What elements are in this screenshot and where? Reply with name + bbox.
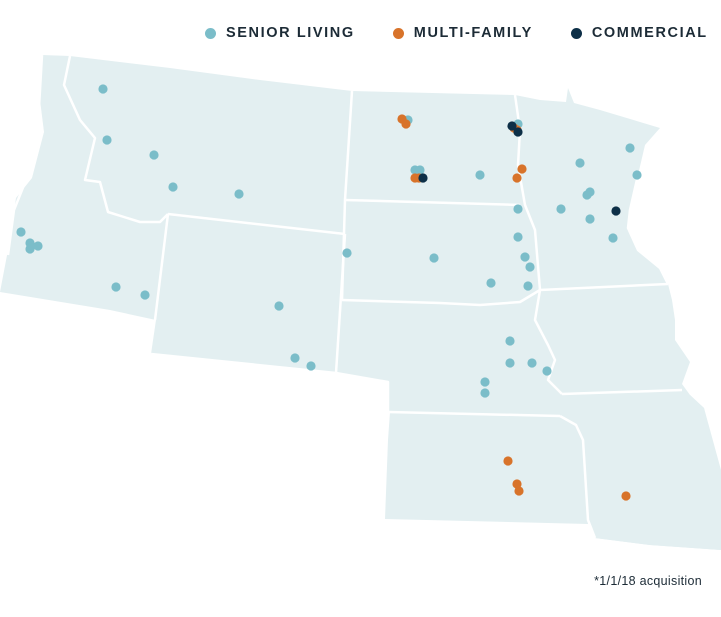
- multi-family-marker: [512, 173, 522, 183]
- kansas-missouri-border: [559, 414, 597, 539]
- multi-family-marker: [517, 164, 527, 174]
- senior-living-marker: [475, 170, 485, 180]
- senior-living-marker: [505, 336, 515, 346]
- senior-living-marker: [415, 165, 425, 175]
- commercial-dot-icon: [570, 27, 582, 39]
- senior-living-marker: [480, 377, 490, 387]
- colorado-nebraska-border: [335, 371, 390, 412]
- state-borders: [6, 54, 683, 539]
- legend-label-senior-living: SENIOR LIVING: [226, 25, 355, 41]
- multi-family-marker: [401, 119, 411, 129]
- senior-living-marker: [274, 301, 284, 311]
- senior-living-marker: [582, 190, 592, 200]
- multi-family-marker: [514, 486, 524, 496]
- senior-living-marker: [513, 204, 523, 214]
- sd-nebraska-border: [341, 288, 541, 307]
- minnesota-iowa-border: [539, 282, 669, 292]
- legend-item-multi-family: MULTI-FAMILY: [392, 25, 533, 41]
- land-region-kansas-missouri: [336, 300, 721, 550]
- senior-living-marker: [16, 227, 26, 237]
- idaho-wyoming-border: [153, 213, 170, 321]
- commercial-marker: [611, 206, 621, 216]
- nebraska-kansas-border: [387, 410, 561, 418]
- senior-living-marker: [523, 281, 533, 291]
- minnesota-wisconsin-border: [626, 174, 670, 285]
- senior-living-marker: [525, 262, 535, 272]
- senior-living-marker: [168, 182, 178, 192]
- nebraska-iowa-border: [533, 289, 563, 395]
- map-legend: SENIOR LIVING MULTI-FAMILY COMMERCIAL: [205, 22, 715, 44]
- senior-living-marker: [140, 290, 150, 300]
- senior-living-marker: [290, 353, 300, 363]
- senior-living-marker: [575, 158, 585, 168]
- senior-living-marker: [585, 214, 595, 224]
- idaho-montana-border: [62, 55, 169, 224]
- multi-family-marker: [621, 491, 631, 501]
- senior-living-marker: [149, 150, 159, 160]
- senior-living-marker: [480, 388, 490, 398]
- senior-living-marker: [429, 253, 439, 263]
- senior-living-marker: [513, 232, 523, 242]
- senior-living-marker: [234, 189, 244, 199]
- senior-living-marker: [111, 282, 121, 292]
- senior-living-marker: [306, 361, 316, 371]
- wyoming-east-border: [334, 233, 347, 374]
- senior-living-marker: [527, 358, 537, 368]
- senior-living-marker: [542, 366, 552, 376]
- acquisition-footnote: *1/1/18 acquisition: [594, 574, 702, 588]
- location-markers: [16, 84, 642, 501]
- senior-living-marker: [342, 248, 352, 258]
- senior-living-marker: [25, 244, 35, 254]
- senior-living-marker: [520, 252, 530, 262]
- senior-living-marker: [486, 278, 496, 288]
- legend-item-commercial: COMMERCIAL: [570, 25, 708, 41]
- senior-living-marker: [98, 84, 108, 94]
- commercial-marker: [513, 127, 523, 137]
- idaho-oregon-border: [6, 54, 44, 256]
- senior-living-marker: [556, 204, 566, 214]
- senior-living-marker: [608, 233, 618, 243]
- legend-item-senior-living: SENIOR LIVING: [205, 25, 355, 41]
- multi-family-dot-icon: [392, 27, 404, 39]
- senior-living-dot-icon: [205, 27, 216, 39]
- wyoming-south-border: [150, 352, 337, 375]
- legend-label-commercial: COMMERCIAL: [591, 25, 708, 41]
- legend-label-multi-family: MULTI-FAMILY: [413, 25, 533, 41]
- senior-living-marker: [632, 170, 642, 180]
- montana-wyoming-border: [167, 212, 346, 236]
- nd-sd-border: [344, 198, 521, 207]
- multi-family-marker: [512, 479, 522, 489]
- commercial-marker: [507, 121, 517, 131]
- senior-living-marker: [33, 241, 43, 251]
- senior-living-marker: [102, 135, 112, 145]
- commercial-marker: [418, 173, 428, 183]
- senior-living-marker: [505, 358, 515, 368]
- multi-family-marker: [503, 456, 513, 466]
- iowa-missouri-border: [561, 388, 683, 396]
- senior-living-marker: [625, 143, 635, 153]
